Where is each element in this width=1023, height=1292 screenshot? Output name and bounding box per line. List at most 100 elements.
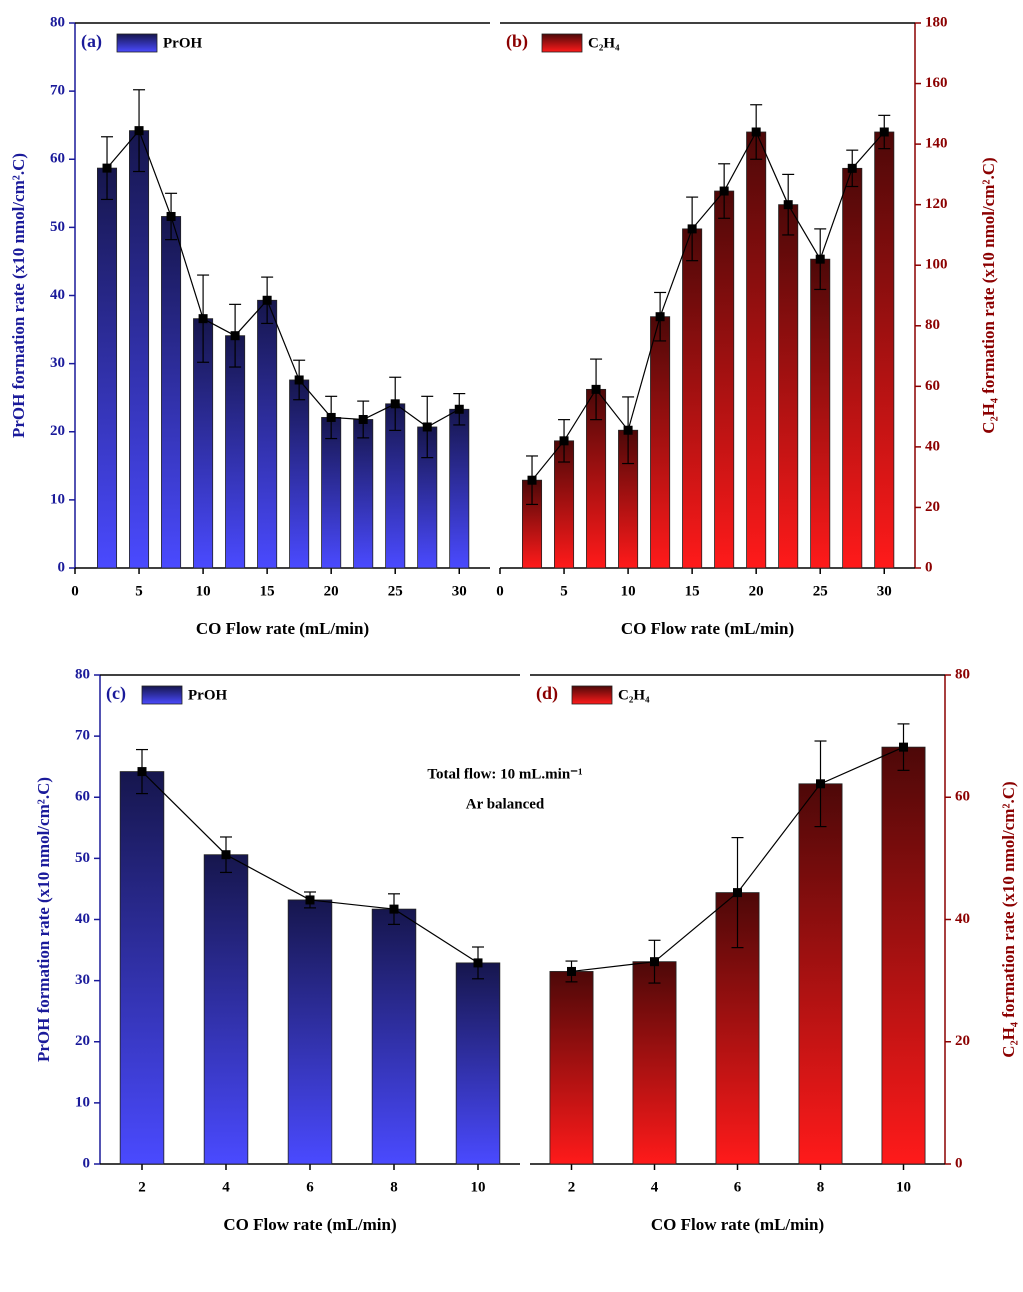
legend-label: PrOH (163, 35, 202, 51)
marker (198, 314, 208, 324)
marker (847, 163, 857, 173)
bar (161, 216, 182, 569)
bar (682, 228, 703, 569)
x-tick-label: 4 (222, 1179, 230, 1195)
marker (422, 422, 432, 432)
marker (719, 186, 729, 196)
y-tick-label: 120 (925, 196, 948, 212)
bar (287, 899, 333, 1165)
marker (102, 163, 112, 173)
y-tick-label: 100 (925, 257, 948, 273)
x-tick-label: 6 (734, 1179, 742, 1195)
legend-swatch (116, 33, 158, 53)
bar (225, 335, 246, 569)
marker (733, 888, 742, 898)
y-tick-label: 80 (955, 666, 970, 682)
marker (294, 375, 304, 385)
y-tick-label: 20 (75, 1033, 90, 1049)
x-axis-title: CO Flow rate (mL/min) (223, 1215, 396, 1234)
y-tick-label: 0 (58, 559, 66, 575)
y-tick-label: 60 (75, 789, 90, 805)
panel-label: (c) (106, 683, 126, 704)
marker (816, 779, 825, 789)
bar (129, 130, 150, 569)
x-axis-title: CO Flow rate (mL/min) (621, 619, 794, 638)
y-tick-label: 160 (925, 75, 948, 91)
y-tick-label: 70 (50, 83, 65, 99)
y-tick-label: 40 (50, 287, 65, 303)
x-tick-label: 10 (471, 1179, 486, 1195)
bar (449, 408, 470, 569)
marker (783, 200, 793, 210)
x-axis-title: CO Flow rate (mL/min) (651, 1215, 824, 1234)
x-tick-label: 8 (817, 1179, 825, 1195)
x-tick-label: 25 (813, 583, 828, 599)
legend-swatch (541, 33, 583, 53)
y-axis-title: C₂H₄ formation rate (x10 nmol/cm².C) (999, 781, 1018, 1057)
x-tick-label: 2 (568, 1179, 576, 1195)
marker (262, 295, 272, 305)
panel-label: (a) (81, 31, 102, 52)
y-tick-label: 10 (50, 491, 65, 507)
panel-label: (b) (506, 31, 528, 52)
marker (454, 404, 464, 414)
legend-swatch (141, 685, 183, 705)
y-tick-label: 0 (955, 1155, 963, 1171)
bar (97, 167, 118, 569)
y-axis-title: PrOH formation rate (x10 nmol/cm².C) (34, 777, 53, 1062)
annotation: Ar balanced (466, 796, 545, 812)
y-tick-label: 60 (925, 378, 940, 394)
marker (899, 742, 908, 752)
marker (687, 224, 697, 234)
legend-label: C₂H₄ (618, 687, 650, 703)
legend-label: PrOH (188, 687, 227, 703)
y-tick-label: 80 (925, 317, 940, 333)
y-tick-label: 180 (925, 14, 948, 30)
marker (591, 384, 601, 394)
y-tick-label: 30 (75, 972, 90, 988)
panel-label: (d) (536, 683, 558, 704)
bar (874, 131, 895, 569)
y-tick-label: 40 (925, 438, 940, 454)
marker (305, 895, 315, 905)
marker (567, 966, 576, 976)
marker (221, 850, 231, 860)
y-tick-label: 40 (75, 911, 90, 927)
y-tick-label: 80 (50, 14, 65, 30)
x-tick-label: 25 (388, 583, 403, 599)
x-tick-label: 20 (324, 583, 339, 599)
x-tick-label: 15 (685, 583, 700, 599)
y-tick-label: 30 (50, 355, 65, 371)
marker (389, 904, 399, 914)
marker (559, 436, 569, 446)
x-tick-label: 15 (260, 583, 275, 599)
marker (751, 127, 761, 137)
x-tick-label: 10 (621, 583, 636, 599)
bar (746, 131, 767, 569)
bar (714, 190, 735, 569)
bar (371, 908, 417, 1165)
y-tick-label: 10 (75, 1094, 90, 1110)
bar (881, 746, 926, 1165)
marker (473, 958, 483, 968)
trend-line (531, 130, 885, 481)
x-tick-label: 5 (560, 583, 568, 599)
bar (353, 419, 374, 569)
x-tick-label: 5 (135, 583, 143, 599)
x-tick-label: 0 (71, 583, 79, 599)
legend-label: C₂H₄ (588, 35, 620, 51)
x-tick-label: 4 (651, 1179, 659, 1195)
y-tick-label: 140 (925, 136, 948, 152)
marker (390, 399, 400, 409)
marker (815, 254, 825, 264)
x-tick-label: 0 (496, 583, 504, 599)
bar (810, 258, 831, 569)
bar (257, 299, 278, 569)
bar (455, 962, 501, 1165)
annotation: Total flow: 10 mL.min⁻¹ (427, 766, 582, 782)
x-tick-label: 2 (138, 1179, 146, 1195)
y-axis-title: C₂H₄ formation rate (x10 nmol/cm².C) (979, 157, 998, 433)
y-tick-label: 50 (75, 850, 90, 866)
x-tick-label: 20 (749, 583, 764, 599)
bar (289, 379, 310, 569)
